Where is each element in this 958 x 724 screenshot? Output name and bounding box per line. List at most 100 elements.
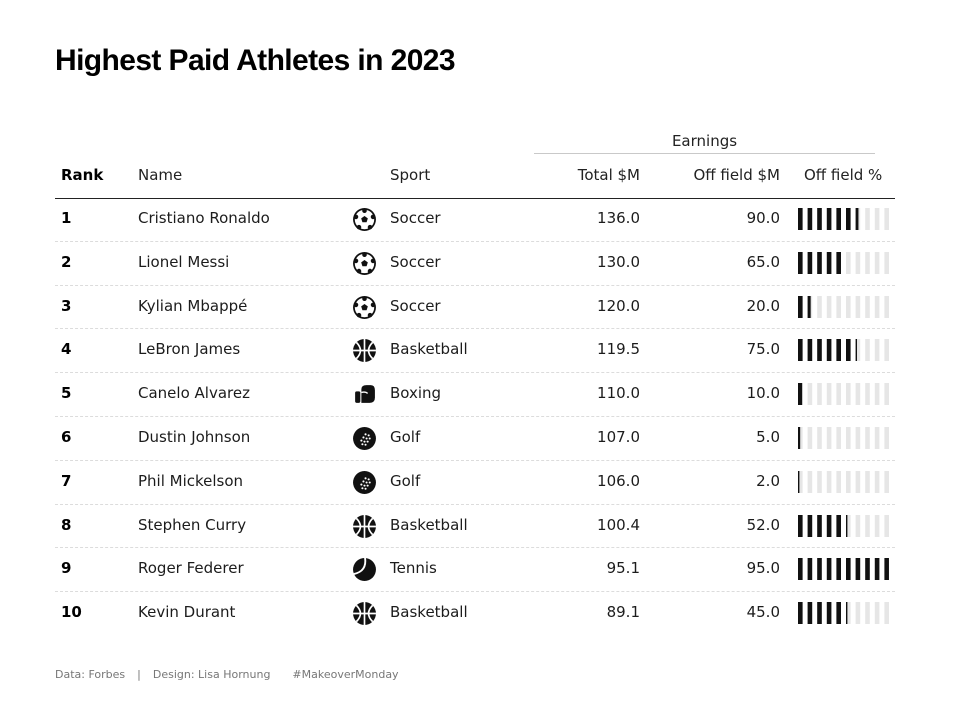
table-row: 8 Stephen Curry Basketball 100.4 52.0 (55, 505, 895, 549)
bar-segment-filled (817, 208, 822, 230)
bar-segment-filled (826, 602, 832, 625)
earnings-group-header: Earnings (534, 125, 875, 154)
bar-segment-filled (798, 514, 803, 537)
bar-segment-empty (846, 470, 851, 493)
bar-segment-filled (798, 426, 801, 449)
rank-cell: 1 (61, 209, 72, 227)
bar-segment-empty (798, 426, 803, 449)
bar-segment-empty (874, 426, 880, 449)
off-field-pct-bar (798, 558, 889, 581)
total-earnings-cell: 110.0 (597, 384, 640, 403)
bar-segment-empty (865, 208, 870, 230)
table-row: 6 Dustin Johnson Golf 107.0 5.0 (55, 417, 895, 461)
table-row: 2 Lionel Messi Soccer 130.0 65.0 (55, 242, 895, 286)
off-field-earnings-cell: 10.0 (746, 384, 780, 403)
footer-design: Design: Lisa Hornung (152, 668, 271, 681)
sport-cell: Soccer (390, 296, 441, 315)
bar-segment-filled (846, 602, 848, 625)
bar-segment-empty (836, 383, 841, 406)
sport-cell: Soccer (390, 209, 441, 227)
footer-separator: | (137, 668, 141, 681)
bar-segment-filled (807, 602, 813, 625)
rank-cell: 10 (61, 603, 82, 622)
bar-segment-empty (874, 208, 880, 230)
bar-segment-filled (798, 295, 803, 318)
rank-cell: 7 (61, 471, 72, 490)
off-field-earnings-cell: 2.0 (756, 471, 780, 490)
sport-cell: Tennis (390, 559, 437, 578)
bar-segment-filled (836, 208, 841, 230)
basketball-icon (353, 339, 376, 363)
bar-segment-filled (874, 558, 880, 581)
rank-cell: 3 (61, 296, 72, 315)
off-field-earnings-cell: 45.0 (746, 603, 780, 622)
bar-segment-empty (836, 426, 841, 449)
bar-segment-filled (884, 558, 889, 581)
total-earnings-cell: 107.0 (597, 427, 640, 446)
bar-segment-empty (846, 295, 851, 318)
total-earnings-cell: 120.0 (597, 296, 640, 315)
sport-cell: Basketball (390, 603, 468, 622)
tennis-ball-icon (353, 558, 376, 582)
bar-segment-filled (807, 295, 811, 318)
off-field-earnings-cell: 90.0 (746, 209, 780, 227)
off-field-earnings-cell: 20.0 (746, 296, 780, 315)
bar-segment-filled (836, 602, 841, 625)
bar-segment-empty (826, 470, 832, 493)
bar-segment-empty (865, 426, 870, 449)
header-off-field: Off field $M (693, 166, 780, 184)
rank-cell: 4 (61, 340, 72, 359)
rank-cell: 6 (61, 427, 72, 446)
bar-segment-empty (865, 470, 870, 493)
athlete-name-cell: Stephen Curry (138, 515, 247, 534)
athlete-name-cell: Kylian Mbappé (138, 296, 248, 315)
bar-segment-filled (826, 558, 832, 581)
bar-segment-empty (855, 602, 861, 625)
bar-segment-empty (865, 251, 870, 274)
bar-segment-filled (855, 558, 861, 581)
bar-segment-empty (874, 470, 880, 493)
bar-segment-empty (865, 514, 870, 537)
header-off-field-pct: Off field % (804, 166, 883, 184)
off-field-earnings-cell: 95.0 (746, 559, 780, 578)
header-total: Total $M (577, 166, 640, 184)
bar-segment-empty (874, 514, 880, 537)
rank-cell: 9 (61, 559, 72, 578)
bar-segment-filled (865, 558, 870, 581)
bar-segment-empty (865, 295, 870, 318)
bar-segment-empty (855, 470, 861, 493)
bar-segment-filled (798, 383, 803, 406)
sport-cell: Soccer (390, 252, 441, 271)
footer: Data: Forbes | Design: Lisa Hornung #Makeov… (55, 668, 399, 681)
bar-segment-empty (855, 339, 861, 362)
bar-segment-empty (846, 383, 851, 406)
athlete-name-cell: Roger Federer (138, 559, 244, 578)
sport-cell: Boxing (390, 384, 442, 403)
sport-cell: Basketball (390, 515, 468, 534)
off-field-earnings-cell: 52.0 (746, 515, 780, 534)
bar-segment-empty (865, 339, 870, 362)
off-field-pct-bar (798, 514, 889, 537)
sport-cell: Basketball (390, 340, 468, 359)
bar-segment-empty (884, 295, 889, 318)
bar-segment-empty (874, 251, 880, 274)
soccer-ball-icon (353, 251, 376, 275)
total-earnings-cell: 95.1 (606, 559, 640, 578)
basketball-icon (353, 602, 376, 626)
off-field-pct-bar (798, 470, 889, 493)
bar-segment-filled (807, 514, 813, 537)
off-field-pct-bar (798, 426, 889, 449)
bar-segment-filled (826, 339, 832, 362)
off-field-pct-bar (798, 251, 889, 274)
bar-segment-empty (836, 295, 841, 318)
total-earnings-cell: 130.0 (597, 252, 640, 271)
bar-segment-filled (798, 208, 803, 230)
bar-segment-empty (855, 295, 861, 318)
bar-segment-empty (836, 470, 841, 493)
bar-segment-empty (817, 426, 822, 449)
bar-segment-filled (836, 339, 841, 362)
bar-segment-filled (817, 602, 822, 625)
off-field-pct-bar (798, 339, 889, 362)
bar-segment-empty (884, 426, 889, 449)
off-field-pct-bar (798, 208, 889, 230)
